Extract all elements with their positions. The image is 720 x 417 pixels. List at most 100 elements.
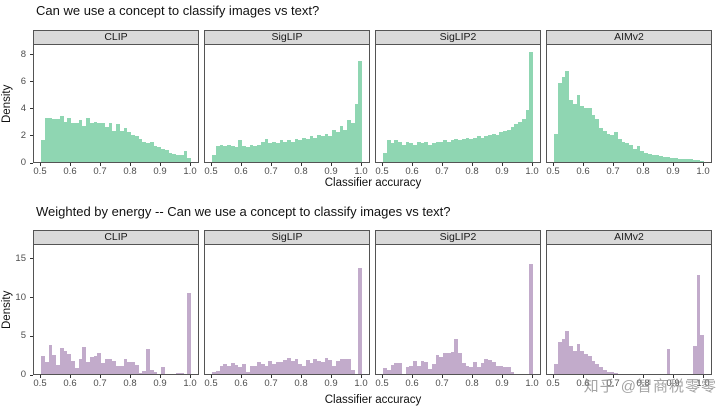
histogram-bar (602, 370, 607, 374)
x-tick-label: 1.0 (696, 166, 710, 177)
x-tick-label: 0.7 (606, 378, 620, 389)
histogram-bar (569, 346, 573, 374)
histogram-bar (116, 365, 120, 374)
histogram-bar (416, 366, 421, 374)
histogram-bar (320, 136, 325, 162)
histogram-bar (309, 136, 314, 162)
histogram-bar (215, 145, 220, 162)
histogram-bar (215, 370, 220, 374)
x-tick-mark (211, 163, 212, 166)
facet-label: SigLIP (271, 31, 303, 43)
y-tick-label: 6 (20, 75, 26, 87)
x-tick-mark (100, 163, 101, 166)
histogram-bar (52, 354, 56, 374)
x-tick-label: 0.8 (465, 166, 479, 177)
histogram-bar (599, 128, 603, 162)
histogram-bar (602, 131, 607, 162)
x-tick-label: 1.0 (525, 378, 539, 389)
histogram-bar (394, 363, 398, 374)
histogram-bar (104, 358, 109, 374)
histogram-bar (253, 145, 257, 162)
x-tick-label: 0.6 (576, 166, 590, 177)
facet-panel-bottom-siglip: SigLIP 0.5 0.6 0.7 0.8 0.9 1.0 (204, 230, 370, 391)
histogram-bar (89, 123, 94, 162)
histogram-bar (659, 155, 663, 162)
histogram-bar (313, 137, 317, 162)
histogram-bar (227, 365, 231, 374)
histogram-bar (257, 144, 261, 162)
watermark: 知乎 @智商税零零 (583, 378, 717, 395)
histogram-bar (674, 157, 678, 162)
histogram-plot (204, 45, 370, 163)
histogram-bar (413, 144, 417, 162)
histogram-bar (443, 352, 447, 374)
histogram-plot (33, 245, 199, 375)
x-tick-label: 0.5 (546, 166, 560, 177)
histogram-bar (227, 144, 231, 162)
histogram-bar (424, 141, 428, 162)
histogram-bar (41, 140, 45, 162)
histogram-bar (677, 158, 682, 162)
x-tick-label: 0.9 (495, 378, 509, 389)
y-tick-mark (30, 135, 33, 137)
x-tick-mark (271, 163, 272, 166)
histogram-bar (56, 118, 60, 162)
histogram-bar (350, 123, 355, 162)
facet-panel-bottom-clip: CLIP 0.5 0.6 0.7 0.8 0.9 1.0 (33, 230, 199, 391)
histogram-bar (242, 145, 246, 162)
histogram-bar (287, 357, 291, 374)
histogram-bar (529, 51, 533, 162)
histogram-bars (41, 45, 191, 162)
y-tick-label: 4 (20, 102, 26, 114)
x-tick-mark (40, 163, 41, 166)
y-tick-label: 0 (20, 157, 26, 168)
histogram-bar (41, 355, 45, 374)
histogram-bar (614, 373, 618, 374)
histogram-bar (576, 94, 581, 162)
x-tick-mark (241, 375, 242, 378)
x-tick-label: 0.6 (63, 166, 77, 177)
histogram-bars (554, 45, 704, 162)
histogram-bar (71, 123, 75, 162)
histogram-bar (283, 360, 287, 374)
histogram-bar (670, 157, 674, 162)
histogram-bar (149, 370, 154, 374)
histogram-bar (424, 362, 428, 374)
histogram-bar (272, 141, 276, 162)
facet-label: CLIP (104, 31, 128, 43)
x-tick-mark (70, 163, 71, 166)
histogram-bar (632, 148, 637, 162)
x-tick-label: 0.8 (636, 378, 650, 389)
histogram-bar (347, 359, 351, 374)
histogram-bar (561, 77, 566, 162)
y-tick-mark (30, 374, 33, 376)
histogram-bar (212, 371, 216, 374)
histogram-bar (164, 149, 169, 162)
x-axis: 0.5 0.6 0.7 0.8 0.9 1.0 (33, 375, 199, 391)
histogram-bar (358, 61, 362, 162)
histogram-bar (580, 105, 584, 162)
facet-label: AIMv2 (614, 231, 644, 243)
histogram-bar (580, 350, 584, 374)
histogram-plot (546, 45, 712, 163)
x-tick-mark (412, 375, 413, 378)
x-tick-mark (331, 375, 332, 378)
histogram-bar (484, 358, 488, 374)
histogram-bar (309, 363, 314, 374)
x-tick-label: 0.6 (234, 166, 248, 177)
histogram-bar (317, 135, 321, 162)
facet-panel-top-aimv2: AIMv2 0.5 0.6 0.7 0.8 0.9 1.0 (546, 30, 712, 179)
histogram-bar (640, 151, 644, 162)
histogram-bar (565, 331, 569, 374)
histogram-bar (44, 361, 49, 374)
histogram-bar (480, 137, 485, 162)
histogram-bar (587, 355, 592, 374)
histogram-bar (625, 143, 629, 162)
histogram-bar (458, 140, 462, 162)
histogram-bars (41, 245, 191, 374)
histogram-bar (506, 129, 511, 162)
histogram-bar (354, 104, 359, 162)
histogram-bar (666, 157, 671, 162)
x-tick-label: 0.9 (324, 166, 338, 177)
